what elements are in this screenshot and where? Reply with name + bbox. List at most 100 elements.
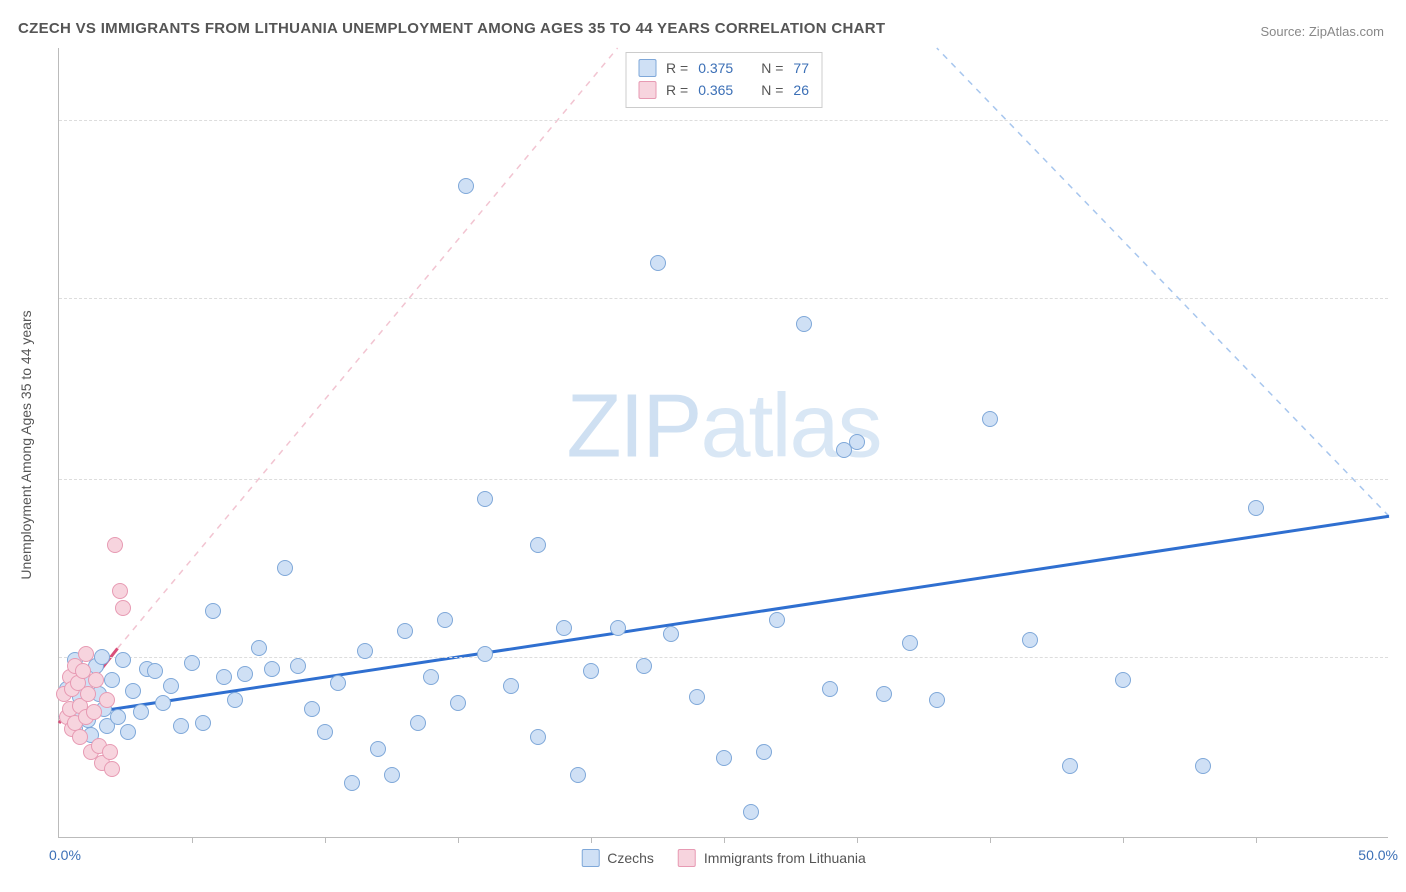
data-point-czechs <box>450 695 466 711</box>
data-point-czechs <box>205 603 221 619</box>
data-point-czechs <box>1248 500 1264 516</box>
data-point-czechs <box>902 635 918 651</box>
data-point-czechs <box>822 681 838 697</box>
data-point-czechs <box>756 744 772 760</box>
legend-item-czechs: Czechs <box>581 849 654 867</box>
data-point-czechs <box>583 663 599 679</box>
data-point-lithuania <box>78 646 94 662</box>
y-tick-label: 25.0% <box>1396 112 1406 128</box>
data-point-czechs <box>216 669 232 685</box>
data-point-czechs <box>110 709 126 725</box>
data-point-lithuania <box>107 537 123 553</box>
data-point-czechs <box>370 741 386 757</box>
data-point-czechs <box>163 678 179 694</box>
data-point-czechs <box>876 686 892 702</box>
data-point-czechs <box>120 724 136 740</box>
x-tick <box>192 837 193 843</box>
data-point-lithuania <box>115 600 131 616</box>
x-tick <box>1256 837 1257 843</box>
y-tick-label: 18.8% <box>1396 290 1406 306</box>
data-point-czechs <box>477 491 493 507</box>
data-point-czechs <box>304 701 320 717</box>
chart-title: CZECH VS IMMIGRANTS FROM LITHUANIA UNEMP… <box>18 20 885 37</box>
data-point-lithuania <box>104 761 120 777</box>
data-point-czechs <box>1022 632 1038 648</box>
x-tick <box>857 837 858 843</box>
legend-correlation: R = 0.375 N = 77 R = 0.365 N = 26 <box>625 52 822 108</box>
data-point-czechs <box>330 675 346 691</box>
swatch-lithuania-bottom <box>678 849 696 867</box>
gridline <box>59 479 1388 480</box>
data-point-czechs <box>437 612 453 628</box>
swatch-czechs <box>638 59 656 77</box>
data-point-lithuania <box>88 672 104 688</box>
data-point-lithuania <box>72 729 88 745</box>
data-point-czechs <box>663 626 679 642</box>
data-point-czechs <box>503 678 519 694</box>
x-tick <box>458 837 459 843</box>
data-point-czechs <box>982 411 998 427</box>
data-point-czechs <box>344 775 360 791</box>
legend-row-lithuania: R = 0.365 N = 26 <box>638 79 809 101</box>
x-tick <box>990 837 991 843</box>
data-point-czechs <box>610 620 626 636</box>
data-point-czechs <box>290 658 306 674</box>
data-point-czechs <box>251 640 267 656</box>
data-point-czechs <box>530 729 546 745</box>
data-point-lithuania <box>80 686 96 702</box>
data-point-czechs <box>173 718 189 734</box>
x-max-label: 50.0% <box>1358 847 1398 863</box>
data-point-czechs <box>743 804 759 820</box>
legend-item-lithuania: Immigrants from Lithuania <box>678 849 866 867</box>
data-point-czechs <box>384 767 400 783</box>
data-point-czechs <box>796 316 812 332</box>
gridline <box>59 120 1388 121</box>
x-tick <box>325 837 326 843</box>
data-point-czechs <box>357 643 373 659</box>
data-point-lithuania <box>86 704 102 720</box>
correlation-chart: CZECH VS IMMIGRANTS FROM LITHUANIA UNEMP… <box>0 0 1406 892</box>
data-point-czechs <box>1062 758 1078 774</box>
data-point-czechs <box>458 178 474 194</box>
data-point-czechs <box>1195 758 1211 774</box>
data-point-czechs <box>264 661 280 677</box>
gridline <box>59 298 1388 299</box>
data-point-czechs <box>115 652 131 668</box>
swatch-czechs-bottom <box>581 849 599 867</box>
y-axis-title: Unemployment Among Ages 35 to 44 years <box>18 310 34 579</box>
data-point-czechs <box>423 669 439 685</box>
data-point-czechs <box>650 255 666 271</box>
data-point-lithuania <box>102 744 118 760</box>
data-point-czechs <box>849 434 865 450</box>
data-point-czechs <box>556 620 572 636</box>
source-label: Source: ZipAtlas.com <box>1260 24 1384 39</box>
data-point-czechs <box>716 750 732 766</box>
data-point-lithuania <box>112 583 128 599</box>
y-tick-label: 6.3% <box>1396 649 1406 665</box>
data-point-czechs <box>104 672 120 688</box>
legend-series: Czechs Immigrants from Lithuania <box>581 849 866 867</box>
x-tick <box>591 837 592 843</box>
data-point-czechs <box>477 646 493 662</box>
trend-lines <box>59 48 1388 837</box>
data-point-czechs <box>317 724 333 740</box>
data-point-czechs <box>1115 672 1131 688</box>
data-point-czechs <box>769 612 785 628</box>
data-point-czechs <box>94 649 110 665</box>
data-point-lithuania <box>99 692 115 708</box>
data-point-czechs <box>227 692 243 708</box>
data-point-czechs <box>397 623 413 639</box>
data-point-czechs <box>689 689 705 705</box>
data-point-czechs <box>277 560 293 576</box>
plot-area: ZIPatlas R = 0.375 N = 77 R = 0.365 N = … <box>58 48 1388 838</box>
data-point-czechs <box>184 655 200 671</box>
x-origin-label: 0.0% <box>49 847 81 863</box>
data-point-czechs <box>410 715 426 731</box>
data-point-czechs <box>147 663 163 679</box>
data-point-czechs <box>636 658 652 674</box>
data-point-czechs <box>237 666 253 682</box>
data-point-czechs <box>570 767 586 783</box>
swatch-lithuania <box>638 81 656 99</box>
x-tick <box>1123 837 1124 843</box>
data-point-czechs <box>155 695 171 711</box>
